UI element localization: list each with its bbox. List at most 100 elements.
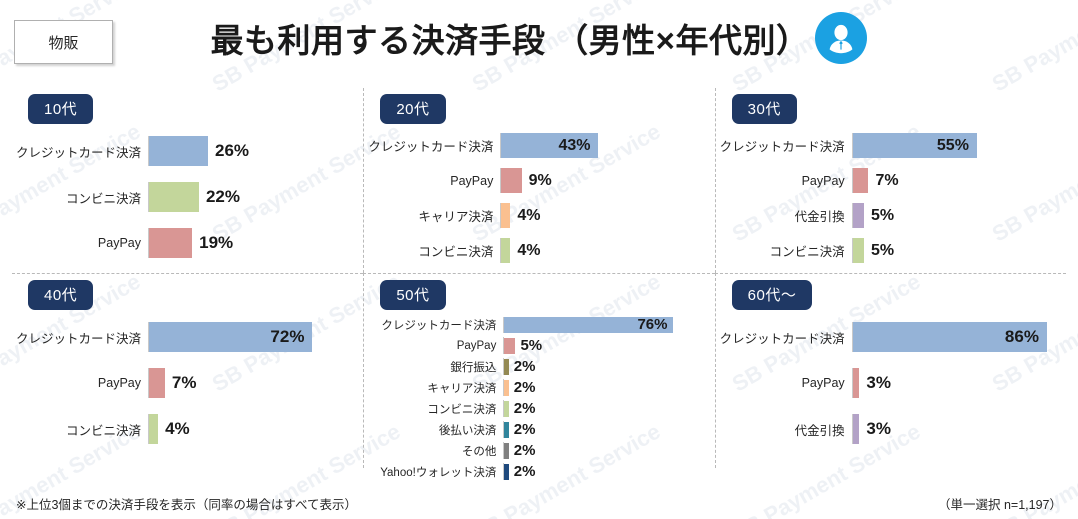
bar-track: 76%: [503, 316, 704, 333]
bar-value-label: 2%: [513, 400, 536, 417]
bar-value-label: 19%: [199, 233, 234, 252]
bar-track: 9%: [500, 168, 704, 193]
bar-category-label: 代金引換: [794, 423, 845, 438]
bar-track: 2%: [503, 442, 704, 459]
bar-category-label: その他: [461, 445, 497, 458]
chart-10s: クレジットカード決済 26% コンビニ決済 22% PayPay 19%: [16, 128, 353, 266]
bar-value-label: 55%: [936, 136, 969, 154]
bar-row: 代金引換 5%: [720, 198, 1056, 233]
bar-category-label: コンビニ決済: [427, 403, 497, 416]
bar: [852, 168, 869, 193]
bar-value-label: 5%: [520, 337, 543, 354]
bar: [504, 421, 509, 438]
bar-value-label: 4%: [517, 206, 541, 224]
bar-category-label: コンビニ決済: [769, 245, 845, 259]
bar-row: PayPay 7%: [16, 360, 353, 406]
bar-category-label: キャリア決済: [418, 210, 494, 224]
bar-value-label: 5%: [870, 206, 895, 224]
bar-category-label: クレジットカード決済: [16, 145, 142, 160]
bar-row: キャリア決済 2%: [368, 377, 704, 398]
bar-track: 7%: [148, 368, 353, 398]
panel-60s: 60代～ クレジットカード決済 86% PayPay 3% 代金引換 3%: [714, 273, 1066, 468]
bar-category-label: 代金引換: [794, 210, 845, 224]
bar-value-label: 3%: [866, 419, 891, 438]
bar-track: 72%: [148, 322, 353, 352]
bar-category-label: 銀行振込: [450, 361, 497, 374]
bar-value-label: 2%: [513, 463, 536, 480]
bar-category-label: クレジットカード決済: [719, 140, 845, 154]
bar-row: コンビニ決済 5%: [720, 233, 1056, 268]
bar: [501, 238, 511, 263]
bar-value-label: 3%: [866, 373, 891, 392]
bar: [852, 203, 864, 228]
bar-track: 5%: [851, 238, 1056, 263]
bar-value-label: 7%: [171, 373, 197, 392]
page-footer: ※上位3個までの決済手段を表示（同率の場合はすべて表示） （単一選択 n=1,1…: [0, 494, 1078, 513]
bar-value-label: 2%: [513, 421, 536, 438]
bar: [149, 182, 199, 212]
footnote-left: ※上位3個までの決済手段を表示（同率の場合はすべて表示）: [16, 498, 358, 512]
bar: [149, 136, 209, 166]
bar-value-label: 4%: [165, 419, 190, 438]
bar-row: キャリア決済 4%: [368, 198, 704, 233]
bar-value-label: 2%: [513, 358, 536, 375]
bar-category-label: クレジットカード決済: [16, 331, 142, 346]
bar-track: 2%: [503, 379, 704, 396]
bar-track: 2%: [503, 358, 704, 375]
age-badge-50s: 50代: [380, 280, 446, 310]
bar: [501, 168, 522, 193]
bar-category-label: PayPay: [450, 173, 494, 188]
bar: [852, 238, 864, 263]
bar-row: PayPay 19%: [16, 220, 353, 266]
bar-value-label: 7%: [875, 171, 899, 189]
bar-row: その他 2%: [368, 440, 704, 461]
bar-row: PayPay 3%: [720, 360, 1056, 406]
bar-track: 5%: [851, 203, 1056, 228]
bar-category-label: PayPay: [97, 236, 141, 250]
chart-30s: クレジットカード決済 55% PayPay 7% 代金引換 5% コンビニ決済 5%: [720, 128, 1056, 268]
genre-badge-label: 物販: [48, 34, 79, 52]
bar: [149, 368, 165, 398]
charts-grid: 10代 クレジットカード決済 26% コンビニ決済 22% PayPay 19% 20代 …: [12, 88, 1066, 480]
bar-row: コンビニ決済 2%: [368, 398, 704, 419]
bar-category-label: コンビニ決済: [65, 191, 141, 206]
bar: [852, 414, 860, 444]
bar-track: 4%: [500, 238, 704, 263]
bar-row: PayPay 7%: [720, 163, 1056, 198]
bar-category-label: PayPay: [801, 376, 845, 390]
bar-row: 代金引換 3%: [720, 406, 1056, 452]
bar-category-label: 後払い決済: [438, 424, 497, 437]
bar-value-label: 86%: [1004, 327, 1039, 346]
bar: [149, 228, 193, 258]
bar-value-label: 2%: [513, 379, 536, 396]
male-avatar-icon: [815, 12, 868, 64]
bar-track: 55%: [851, 133, 1056, 158]
panel-20s: 20代 クレジットカード決済 43% PayPay 9% キャリア決済 4% コンビニ決済 4…: [363, 88, 714, 273]
bar: 72%: [149, 322, 313, 352]
age-badge-40s: 40代: [28, 280, 94, 310]
age-badge-20s: 20代: [380, 94, 446, 124]
age-badge-10s: 10代: [28, 94, 94, 124]
bar-track: 3%: [851, 368, 1056, 398]
bar-value-label: 26%: [215, 141, 250, 160]
bar-track: 7%: [851, 168, 1056, 193]
bar: [504, 337, 516, 354]
bar-category-label: キャリア決済: [427, 382, 497, 395]
bar-category-label: PayPay: [456, 339, 497, 352]
bar-category-label: Yahoo!ウォレット決済: [380, 466, 497, 479]
bar-value-label: 43%: [558, 136, 591, 154]
bar-track: 2%: [503, 400, 704, 417]
panel-50s: 50代 クレジットカード決済 76% PayPay 5% 銀行振込 2% キャリア決済 2% コ…: [363, 273, 715, 480]
bar-row: クレジットカード決済 43%: [368, 128, 704, 163]
bar-row: クレジットカード決済 76%: [368, 314, 704, 335]
bar-row: クレジットカード決済 55%: [720, 128, 1056, 163]
bar-value-label: 76%: [637, 316, 668, 333]
bar-track: 5%: [503, 337, 704, 354]
age-badge-60s: 60代～: [731, 280, 813, 310]
bar-category-label: コンビニ決済: [418, 245, 494, 259]
bar-track: 4%: [500, 203, 704, 228]
bar-category-label: PayPay: [97, 376, 141, 390]
footnote-right: （単一選択 n=1,197）: [937, 498, 1062, 512]
chart-20s: クレジットカード決済 43% PayPay 9% キャリア決済 4% コンビニ決済 4%: [368, 128, 704, 268]
